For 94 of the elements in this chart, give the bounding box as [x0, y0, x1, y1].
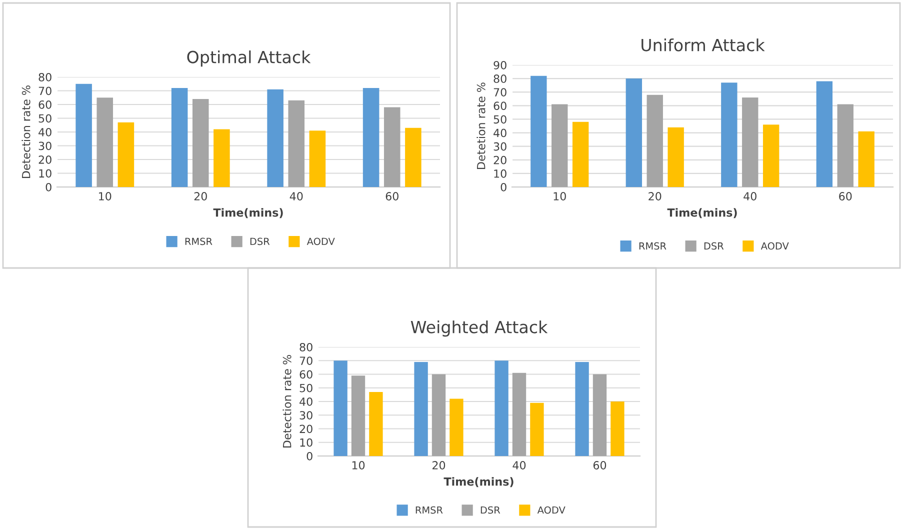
- y-tick-label: 10: [39, 169, 52, 178]
- chart-title: Weighted Attack: [410, 320, 548, 337]
- y-tick-label: 30: [38, 142, 52, 150]
- y-tick-label: 0: [46, 182, 52, 192]
- bar: [351, 376, 366, 456]
- y-tick-label: 20: [494, 156, 506, 164]
- y-axis-title: Detection rate %: [282, 355, 292, 448]
- bar: [118, 122, 134, 187]
- legend-label: RMSR: [416, 506, 443, 514]
- bar: [816, 81, 833, 187]
- chart-title: Uniform Attack: [642, 38, 765, 52]
- bar: [572, 122, 589, 187]
- bar: [530, 76, 547, 187]
- bar: [668, 127, 684, 187]
- y-tick-label: 80: [300, 342, 312, 352]
- y-axis-title: Detetion rate %: [476, 82, 486, 169]
- y-tick-label: 30: [494, 142, 506, 151]
- bar: [742, 98, 758, 187]
- y-tick-label: 70: [38, 86, 52, 96]
- bar: [192, 99, 209, 187]
- chart-title: Optimal Attack: [187, 50, 311, 67]
- legend-label: AODV: [537, 506, 566, 514]
- bar: [432, 374, 446, 456]
- x-tick-label: 10: [99, 192, 112, 200]
- y-tick-label: 70: [494, 88, 506, 96]
- x-tick-label: 40: [744, 192, 756, 200]
- bar: [309, 130, 326, 187]
- x-axis-title: Time(mins): [213, 208, 283, 218]
- bar: [646, 94, 663, 187]
- bar: [214, 129, 230, 187]
- bar: [450, 398, 464, 456]
- y-tick-label: 0: [500, 182, 506, 192]
- bar: [96, 98, 114, 187]
- x-tick-label: 60: [386, 192, 398, 200]
- y-tick-label: 10: [494, 169, 506, 178]
- x-tick-label: 40: [512, 461, 526, 470]
- bar: [837, 104, 854, 187]
- bar: [334, 360, 348, 456]
- x-tick-label: 20: [432, 461, 446, 470]
- y-tick-label: 0: [306, 452, 312, 460]
- x-tick-label: 60: [593, 461, 606, 470]
- bar: [414, 362, 428, 456]
- bar: [171, 88, 188, 187]
- y-tick-label: 60: [300, 370, 312, 379]
- bar: [288, 100, 305, 187]
- y-tick-label: 60: [38, 100, 52, 109]
- bar: [362, 88, 380, 187]
- bar: [626, 78, 642, 187]
- bar: [267, 89, 284, 187]
- y-tick-label: 40: [300, 397, 312, 406]
- bar: [530, 402, 544, 456]
- bar: [76, 84, 92, 187]
- x-tick-label: 10: [352, 461, 365, 470]
- bar: [592, 374, 607, 456]
- bar: [575, 362, 589, 456]
- x-axis-title: Time(mins): [667, 208, 737, 218]
- x-tick-label: 20: [194, 192, 207, 200]
- legend-label: DSR: [704, 242, 724, 250]
- bar: [512, 372, 526, 456]
- bar: [858, 131, 874, 187]
- y-tick-label: 40: [38, 128, 52, 136]
- y-tick-label: 30: [300, 411, 312, 420]
- y-tick-label: 50: [494, 115, 506, 124]
- y-tick-label: 80: [494, 74, 506, 83]
- bar: [405, 128, 422, 187]
- bar: [610, 402, 624, 456]
- y-tick-label: 20: [300, 424, 312, 434]
- bar: [721, 82, 738, 187]
- y-tick-label: 10: [300, 438, 312, 447]
- x-tick-label: 40: [290, 192, 303, 200]
- y-tick-label: 70: [300, 356, 312, 366]
- y-tick-label: 60: [494, 102, 506, 110]
- legend-label: DSR: [250, 238, 270, 246]
- x-tick-label: 20: [648, 192, 662, 200]
- x-axis-title: Time(mins): [444, 477, 514, 488]
- legend-label: AODV: [306, 238, 335, 246]
- x-tick-label: 10: [554, 192, 566, 200]
- bar: [762, 124, 780, 187]
- y-tick-label: 40: [494, 128, 506, 138]
- bar: [494, 360, 508, 456]
- legend-label: RMSR: [639, 242, 666, 250]
- y-tick-label: 80: [38, 72, 52, 82]
- y-tick-label: 90: [494, 60, 506, 70]
- legend-label: RMSR: [185, 238, 212, 246]
- bar: [384, 107, 400, 187]
- legend-label: AODV: [760, 242, 789, 250]
- x-tick-label: 60: [839, 192, 852, 200]
- y-tick-label: 50: [300, 384, 312, 392]
- y-axis-title: Detection rate %: [22, 86, 30, 178]
- y-tick-label: 50: [38, 114, 52, 123]
- legend-label: DSR: [480, 506, 500, 514]
- bar: [552, 104, 568, 187]
- y-tick-label: 20: [38, 155, 52, 164]
- bar: [369, 392, 383, 456]
